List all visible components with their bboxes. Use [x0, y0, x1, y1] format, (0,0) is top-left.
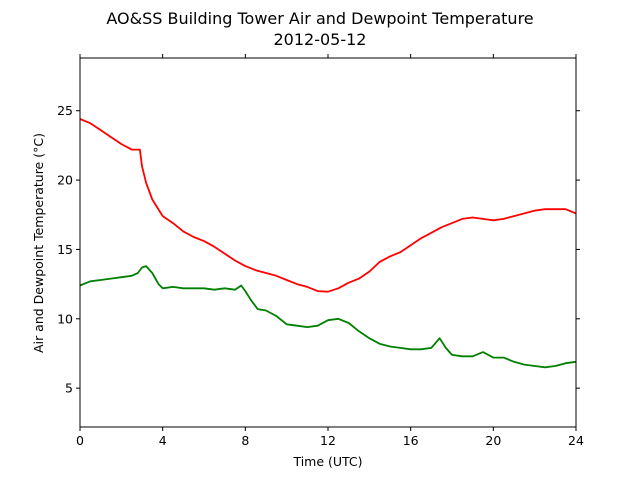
x-tick-label: 20: [485, 433, 501, 448]
x-tick-label: 12: [320, 433, 336, 448]
y-tick-label: 25: [57, 103, 73, 118]
y-tick-label: 10: [57, 311, 73, 326]
x-tick-label: 16: [403, 433, 419, 448]
y-tick-label: 20: [57, 173, 73, 188]
y-tick-label: 15: [57, 242, 73, 257]
chart-title: AO&SS Building Tower Air and Dewpoint Te…: [106, 9, 533, 28]
y-tick-label: 5: [65, 381, 73, 396]
plot-area: [79, 118, 577, 369]
chart-subtitle: 2012-05-12: [274, 30, 367, 49]
x-axis-label: Time (UTC): [292, 454, 362, 469]
y-axis: 5 10 15 20 25: [57, 103, 580, 396]
y-axis-label: Air and Dewpoint Temperature (°C): [31, 133, 46, 353]
x-axis: 0 4 8 12 16 20 24: [76, 54, 584, 448]
x-tick-label: 4: [159, 433, 167, 448]
x-tick-label: 8: [241, 433, 249, 448]
series-line-1: [79, 265, 577, 369]
series-line-0: [79, 118, 577, 293]
x-tick-label: 0: [76, 433, 84, 448]
x-tick-label: 24: [568, 433, 584, 448]
plot-frame: [79, 57, 577, 428]
